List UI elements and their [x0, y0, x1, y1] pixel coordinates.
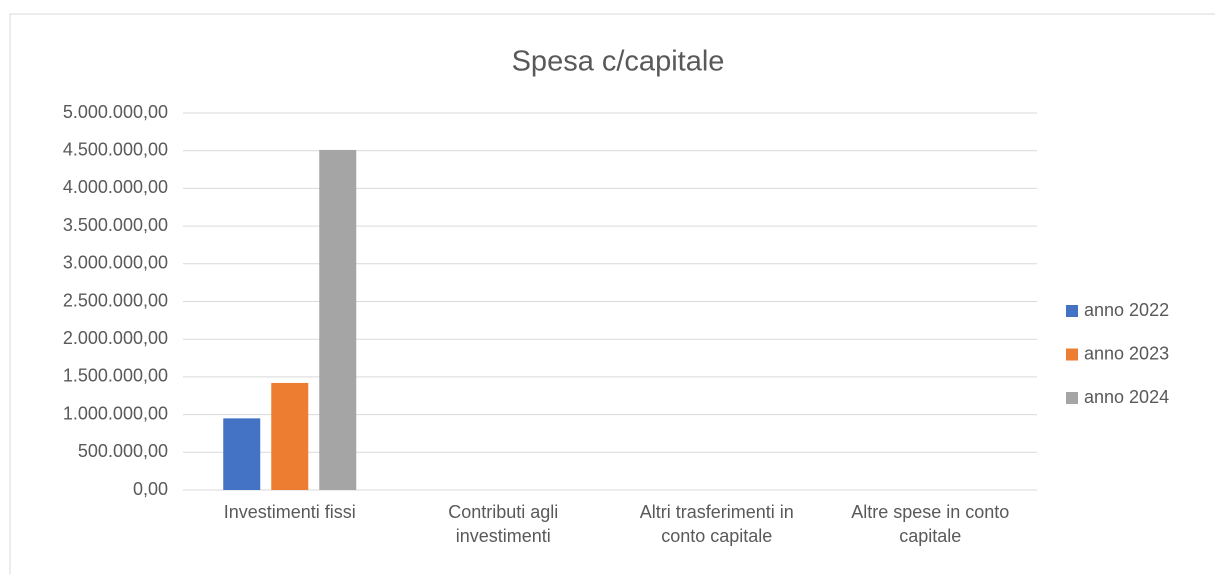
legend-swatch	[1066, 305, 1078, 317]
bar	[223, 418, 261, 490]
y-tick-label: 1.000.000,00	[63, 403, 168, 423]
legend-label: anno 2023	[1084, 343, 1169, 363]
legend-swatch	[1066, 348, 1078, 361]
legend-swatch	[1066, 392, 1078, 404]
x-tick-label: Contributi agli investimenti	[448, 502, 559, 546]
x-tick-label: Altre spese in conto capitale	[851, 502, 1010, 546]
bar	[319, 149, 357, 491]
y-tick-label: 2.000.000,00	[63, 328, 168, 348]
y-tick-label: 0,00	[133, 479, 168, 499]
x-tick-label: Altri trasferimenti in conto capitale	[639, 502, 794, 546]
bar	[271, 382, 309, 490]
y-tick-label: 3.500.000,00	[63, 215, 168, 235]
legend-label: anno 2022	[1084, 300, 1169, 320]
y-tick-label: 3.000.000,00	[63, 253, 168, 273]
chart-frame	[9, 13, 1215, 574]
y-tick-label: 4.500.000,00	[63, 139, 168, 159]
chart-title: Spesa c/capitale	[512, 46, 725, 78]
legend-label: anno 2024	[1084, 387, 1169, 407]
x-tick-label: Investimenti fissi	[223, 502, 356, 522]
y-tick-label: 1.500.000,00	[63, 366, 168, 386]
y-tick-label: 5.000.000,00	[63, 102, 168, 122]
y-tick-label: 2.500.000,00	[63, 290, 168, 310]
y-tick-label: 4.000.000,00	[63, 177, 168, 197]
y-tick-label: 500.000,00	[78, 441, 168, 461]
